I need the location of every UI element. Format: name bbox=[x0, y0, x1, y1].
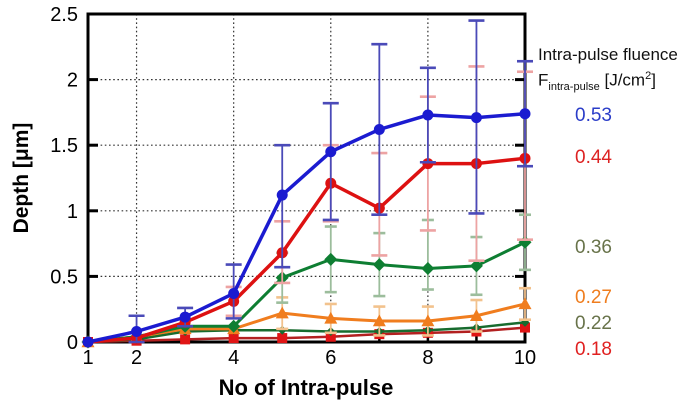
marker-circle bbox=[325, 146, 337, 158]
x-tick-label: 10 bbox=[514, 347, 536, 369]
legend-value-0.36: 0.36 bbox=[575, 237, 612, 258]
fluence-unit-suffix: ] bbox=[651, 70, 656, 90]
marker-square bbox=[277, 333, 288, 344]
marker-circle bbox=[228, 287, 240, 299]
marker-circle bbox=[276, 189, 288, 201]
x-tick-label: 8 bbox=[422, 347, 433, 369]
marker-square bbox=[325, 331, 336, 342]
y-tick-label: 2.5 bbox=[50, 4, 78, 26]
y-tick-label: 1 bbox=[67, 201, 78, 223]
x-tick-label: 4 bbox=[228, 347, 239, 369]
marker-circle bbox=[519, 108, 531, 120]
marker-square bbox=[520, 322, 530, 333]
x-tick-label: 1 bbox=[82, 347, 93, 369]
fluence-subscript: intra-pulse bbox=[548, 81, 600, 94]
legend-value-0.22: 0.22 bbox=[575, 313, 612, 334]
marker-triangle bbox=[372, 314, 386, 327]
legend-value-0.27: 0.27 bbox=[575, 287, 612, 308]
x-axis-title: No of Intra-pulse bbox=[218, 375, 394, 400]
marker-triangle bbox=[469, 309, 483, 321]
marker-circle bbox=[422, 109, 434, 121]
legend-value-0.53: 0.53 bbox=[575, 105, 612, 126]
marker-diamond bbox=[227, 319, 241, 333]
legend-value-0.18: 0.18 bbox=[575, 339, 612, 360]
marker-square bbox=[180, 334, 191, 345]
series-line bbox=[87, 321, 526, 344]
marker-diamond bbox=[421, 262, 435, 276]
chart-legend: Intra-pulse fluence Fintra-pulse [J/cm2] bbox=[538, 44, 700, 98]
fluence-symbol: F bbox=[538, 70, 549, 90]
marker-circle bbox=[131, 326, 143, 338]
series-line bbox=[87, 111, 526, 344]
marker-circle bbox=[470, 112, 482, 124]
plot-border bbox=[86, 12, 527, 344]
series-line bbox=[87, 326, 526, 344]
y-tick-label: 2 bbox=[67, 70, 78, 92]
marker-circle bbox=[179, 311, 191, 323]
marker-circle bbox=[422, 158, 434, 170]
marker-triangle bbox=[518, 297, 532, 310]
legend-title: Intra-pulse fluence bbox=[538, 45, 678, 64]
marker-circle bbox=[82, 336, 94, 348]
marker-circle bbox=[373, 123, 385, 135]
marker-diamond bbox=[324, 252, 338, 266]
marker-triangle bbox=[421, 314, 435, 327]
y-tick-label: 0.5 bbox=[50, 266, 78, 288]
y-axis-title: Depth [μm] bbox=[10, 122, 33, 234]
fluence-exponent: 2 bbox=[645, 70, 652, 82]
marker-triangle bbox=[324, 311, 338, 324]
x-tick-label: 6 bbox=[325, 347, 336, 369]
y-tick-label: 1.5 bbox=[50, 135, 78, 157]
legend-value-0.44: 0.44 bbox=[575, 147, 612, 168]
series-line bbox=[87, 156, 526, 344]
fluence-unit-prefix: [J/cm bbox=[599, 70, 646, 90]
legend-formula: Fintra-pulse [J/cm2] bbox=[538, 65, 700, 98]
x-tick-label: 2 bbox=[131, 347, 142, 369]
marker-diamond bbox=[372, 258, 386, 272]
marker-triangle bbox=[275, 306, 289, 319]
y-tick-label: 0 bbox=[67, 332, 78, 354]
marker-diamond bbox=[469, 259, 483, 273]
marker-square bbox=[228, 333, 239, 344]
